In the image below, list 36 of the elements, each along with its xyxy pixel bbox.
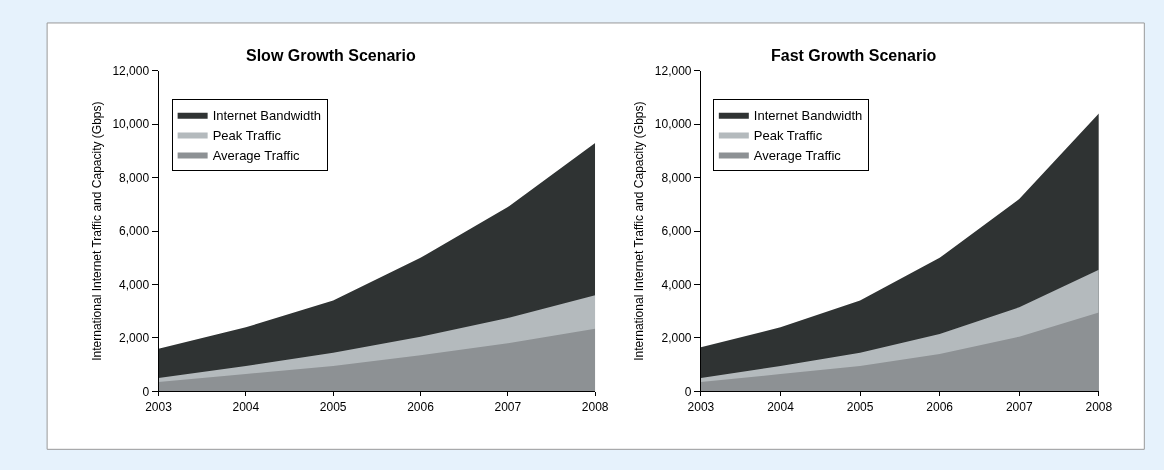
y-tick-label: 2,000 xyxy=(119,331,150,346)
legend-label: Average Traffic xyxy=(212,147,301,163)
x-tick-label: 2004 xyxy=(232,399,260,414)
x-tick-label: 2003 xyxy=(687,399,715,414)
y-tick-label: 6,000 xyxy=(119,224,150,239)
x-tick-label: 2005 xyxy=(319,399,347,414)
legend-label: Average Traffic xyxy=(753,147,842,163)
x-tick-label: 2007 xyxy=(494,399,522,414)
legend-label: Peak Traffic xyxy=(212,127,282,143)
y-tick-label: 4,000 xyxy=(661,277,692,292)
y-tick-label: 10,000 xyxy=(654,117,692,132)
y-tick-label: 2,000 xyxy=(661,331,692,346)
x-tick-label: 2005 xyxy=(846,399,874,414)
x-tick-label: 2003 xyxy=(145,399,173,414)
chart-title: Slow Growth Scenario xyxy=(246,47,417,64)
x-tick-label: 2006 xyxy=(926,399,954,414)
x-tick-label: 2008 xyxy=(1085,399,1113,414)
y-tick-label: 8,000 xyxy=(661,170,692,185)
y-tick-label: 12,000 xyxy=(654,64,692,79)
x-tick-label: 2007 xyxy=(1005,399,1033,414)
y-tick-label: 8,000 xyxy=(119,170,150,185)
y-tick-label: 6,000 xyxy=(661,224,692,239)
y-axis-title: International Internet Traffic and Capacity (Gbps) xyxy=(632,101,647,361)
y-tick-label: 10,000 xyxy=(112,117,150,132)
y-tick-label: 0 xyxy=(684,384,692,399)
y-tick-label: 4,000 xyxy=(119,277,150,292)
legend-label: Peak Traffic xyxy=(753,127,823,143)
x-tick-label: 2008 xyxy=(581,399,609,414)
x-tick-label: 2004 xyxy=(767,399,795,414)
y-axis-title: International Internet Traffic and Capacity (Gbps) xyxy=(89,101,104,361)
legend-label: Internet Bandwidth xyxy=(212,107,322,123)
x-tick-label: 2006 xyxy=(407,399,435,414)
y-tick-label: 12,000 xyxy=(112,64,150,79)
legend-label: Internet Bandwidth xyxy=(753,107,863,123)
y-tick-label: 0 xyxy=(142,384,150,399)
chart-title: Fast Growth Scenario xyxy=(771,47,937,64)
